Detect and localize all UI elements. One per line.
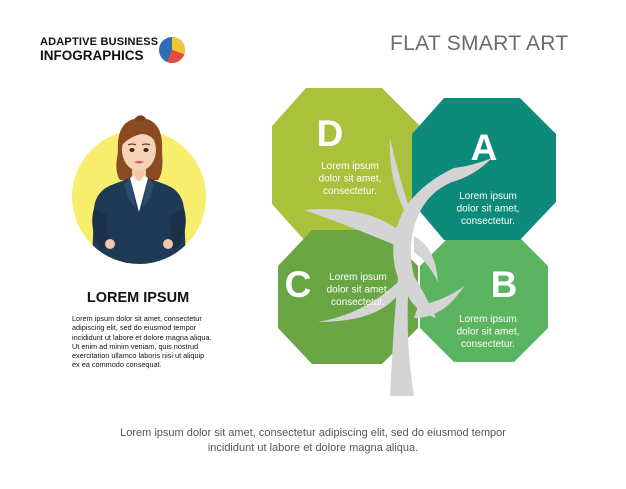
segment-d-text-line: consectetur. bbox=[323, 186, 377, 197]
brand-title-line2: INFOGRAPHICS bbox=[40, 48, 144, 63]
footer-line-2: incididunt ut labore et dolore magna ali… bbox=[207, 442, 419, 454]
segment-c-shape bbox=[278, 230, 418, 364]
brand-title-line1: ADAPTIVE BUSINESS bbox=[40, 36, 159, 48]
segment-b-text: Lorem ipsum dolor sit amet, consectetur. bbox=[457, 314, 520, 350]
segment-a-text-line: consectetur. bbox=[461, 216, 515, 227]
segment-b-text-line: dolor sit amet, bbox=[457, 327, 520, 338]
segment-c-text-line: Lorem ipsum bbox=[329, 272, 387, 283]
segment-a-text-line: dolor sit amet, bbox=[457, 204, 520, 215]
segment-d-text-line: Lorem ipsum bbox=[321, 161, 379, 172]
segment-b-letter: B bbox=[491, 264, 518, 305]
smart-art-diagram: D A C B Lorem ipsum dolor sit amet, consec… bbox=[272, 88, 556, 396]
segment-c-text-line: consectetur. bbox=[331, 297, 385, 308]
footer-description: Lorem ipsum dolor sit amet, consectetur … bbox=[60, 426, 566, 456]
segment-d-shape bbox=[272, 88, 420, 242]
segment-a-letter: A bbox=[471, 127, 498, 168]
segment-b-text-line: consectetur. bbox=[461, 339, 515, 350]
person-description: Lorem ipsum dolor sit amet, consectetur … bbox=[72, 314, 212, 370]
footer-line-1: Lorem ipsum dolor sit amet, consectetur … bbox=[120, 427, 506, 439]
segment-d-letter: D bbox=[317, 113, 344, 154]
logo-slice-yellow bbox=[172, 37, 185, 55]
businesswoman-avatar-icon bbox=[92, 115, 186, 264]
segment-d-text: Lorem ipsum dolor sit amet, consectetur. bbox=[319, 161, 382, 197]
segment-a-shape bbox=[412, 98, 556, 240]
person-heading: LOREM IPSUM bbox=[86, 290, 190, 306]
segment-c-text-line: dolor sit amet, bbox=[327, 285, 390, 296]
segment-d-text-line: dolor sit amet, bbox=[319, 174, 382, 185]
segment-a-text-line: Lorem ipsum bbox=[459, 191, 517, 202]
segment-c-letter: C bbox=[285, 264, 312, 305]
logo-slice-red bbox=[167, 50, 185, 63]
tree-illustration bbox=[304, 138, 492, 396]
segment-b-shape bbox=[420, 232, 548, 362]
segment-a-text: Lorem ipsum dolor sit amet, consectetur. bbox=[457, 191, 520, 227]
segment-c-text: Lorem ipsum dolor sit amet, consectetur. bbox=[327, 272, 390, 308]
pie-logo-icon bbox=[159, 37, 185, 63]
segment-b-text-line: Lorem ipsum bbox=[459, 314, 517, 325]
page-title: FLAT SMART ART bbox=[390, 32, 569, 55]
